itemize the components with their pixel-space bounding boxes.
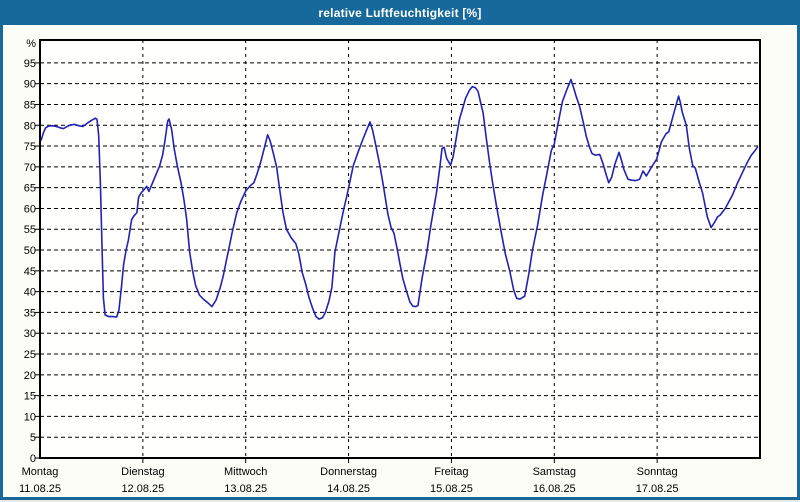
day-name-label: Samstag: [533, 466, 576, 478]
y-axis-labels: 0 5 10 15 20 25 30 35 40 45 50 55 60 65 70 75 80 85 90 95%: [24, 38, 36, 465]
y-tick-label: 25: [24, 349, 36, 361]
horizontal-gridlines: [40, 62, 760, 438]
day-date-label: 14.08.25: [327, 483, 370, 495]
day-name-label: Freitag: [434, 466, 468, 478]
y-tick-label: 20: [24, 370, 36, 382]
y-tick-label: 35: [24, 307, 36, 319]
day-name-label: Mittwoch: [224, 466, 267, 478]
y-tick-label: 75: [24, 141, 36, 153]
y-tick-label: 85: [24, 99, 36, 111]
humidity-chart: 0 5 10 15 20 25 30 35 40 45 50 55 60 65 70 75 80 85 90 95% M…: [19, 38, 761, 495]
y-tick-label: 30: [24, 328, 36, 340]
y-tick-label: 60: [24, 203, 36, 215]
day-date-label: 11.08.25: [19, 483, 61, 495]
y-axis-unit-label: %: [26, 38, 36, 50]
day-date-label: 16.08.25: [533, 483, 576, 495]
day-date-label: 13.08.25: [224, 483, 267, 495]
window-title: relative Luftfeuchtigkeit [%]: [318, 5, 482, 20]
day-date-label: 15.08.25: [430, 483, 473, 495]
x-axis-labels: Montag 11.08.25 Dienstag 12.08.25 Mittwoch 13…: [19, 466, 679, 495]
day-date-label: 12.08.25: [121, 483, 164, 495]
y-tick-label: 15: [24, 391, 36, 403]
day-name-label: Donnerstag: [320, 466, 377, 478]
day-date-label: 17.08.25: [636, 483, 679, 495]
y-tick-label: 70: [24, 162, 36, 174]
y-tick-label: 0: [30, 453, 36, 465]
plot-border: [39, 39, 761, 459]
y-tick-label: 90: [24, 79, 36, 91]
y-tick-label: 40: [24, 287, 36, 299]
chart-area: 0 5 10 15 20 25 30 35 40 45 50 55 60 65 70 75 80 85 90 95% M…: [3, 25, 797, 497]
y-tick-label: 45: [24, 266, 36, 278]
y-tick-label: 10: [24, 411, 36, 423]
plot-background: [40, 40, 760, 458]
humidity-line: [40, 78, 759, 320]
y-tick-label: 65: [24, 183, 36, 195]
y-tick-label: 50: [24, 245, 36, 257]
day-name-label: Montag: [22, 466, 59, 478]
y-tick-label: 95: [24, 58, 36, 70]
day-name-label: Sonntag: [637, 466, 678, 478]
y-tick-label: 55: [24, 224, 36, 236]
window-titlebar: relative Luftfeuchtigkeit [%]: [0, 0, 800, 25]
y-tick-label: 80: [24, 120, 36, 132]
y-tick-label: 5: [30, 432, 36, 444]
day-name-label: Dienstag: [121, 466, 164, 478]
